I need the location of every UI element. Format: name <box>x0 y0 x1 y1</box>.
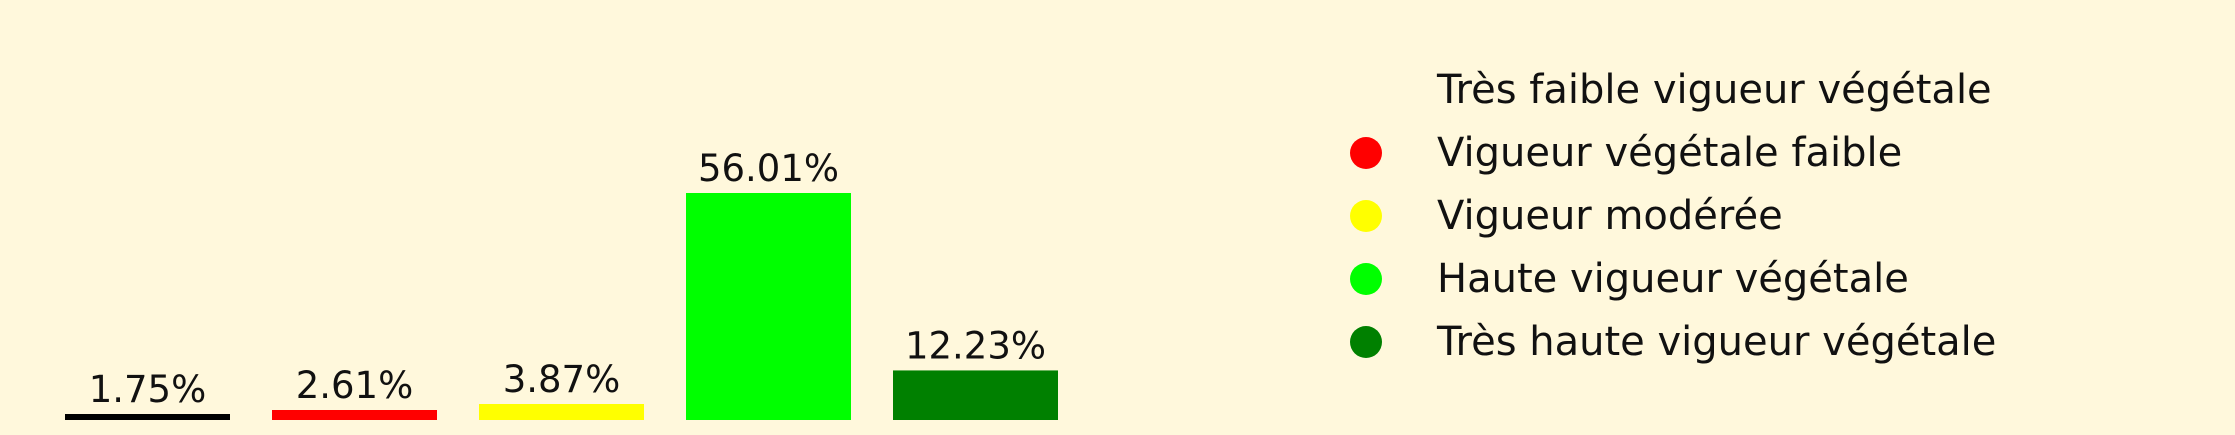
legend-label: Très haute vigueur végétale <box>1437 318 1997 365</box>
legend-marker <box>1350 73 1382 106</box>
legend-label: Vigueur modérée <box>1437 192 1783 239</box>
bar-4 <box>686 193 851 420</box>
legend-label: Très faible vigueur végétale <box>1437 66 1992 113</box>
legend-label: Haute vigueur végétale <box>1437 255 1909 302</box>
bar-value-label: 3.87% <box>503 358 621 401</box>
legend-item-haute: Haute vigueur végétale <box>1345 247 1996 310</box>
bar-3 <box>479 404 644 420</box>
bar-2 <box>272 410 437 420</box>
bar-value-label: 1.75% <box>89 368 207 411</box>
bar-5 <box>893 370 1058 420</box>
bar-value-label: 2.61% <box>296 364 414 407</box>
legend-item-moderee: Vigueur modérée <box>1345 184 1996 247</box>
legend-label: Vigueur végétale faible <box>1437 129 1903 176</box>
legend-marker <box>1350 325 1382 358</box>
bar-value-label: 56.01% <box>698 147 839 190</box>
bar-value-label: 12.23% <box>905 324 1046 367</box>
bar-chart: 1.75% 2.61% 3.87% 56.01% 12.23% <box>65 147 1058 420</box>
legend-marker <box>1350 262 1382 295</box>
legend-item-tres-haute: Très haute vigueur végétale <box>1345 310 1996 373</box>
legend-marker <box>1350 136 1382 169</box>
bar-1 <box>65 414 230 420</box>
legend-item-tres-faible: Très faible vigueur végétale <box>1345 58 1996 121</box>
legend-marker <box>1350 199 1382 232</box>
legend-item-faible: Vigueur végétale faible <box>1345 121 1996 184</box>
chart-legend: Très faible vigueur végétale Vigueur vég… <box>1345 58 1996 373</box>
